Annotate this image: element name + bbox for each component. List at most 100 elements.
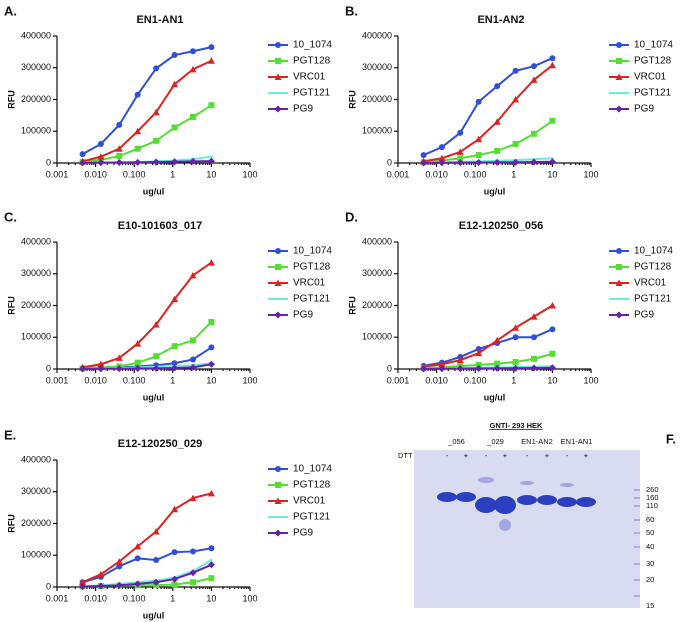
series-line xyxy=(423,64,554,163)
gel-lane-label: + xyxy=(545,451,550,460)
legend-label: PGT128 xyxy=(293,480,331,491)
point xyxy=(512,158,520,166)
gel-marker-label: 50 xyxy=(646,528,654,537)
gel-treatment: DTT xyxy=(398,451,413,460)
legend-label: 10_1074 xyxy=(293,40,332,51)
y-tick-label: 400000 xyxy=(21,30,51,40)
point xyxy=(115,558,123,565)
chart-title: E12-120250_056 xyxy=(459,220,543,232)
legend-marker xyxy=(615,105,623,113)
y-tick-label: 100000 xyxy=(362,332,392,342)
point xyxy=(420,152,427,159)
legend-label: VRC01 xyxy=(293,72,326,83)
gel-group-label: _056 xyxy=(447,437,465,446)
point xyxy=(97,360,105,368)
x-tick-label: 0.100 xyxy=(464,169,487,179)
point xyxy=(189,363,197,371)
point xyxy=(152,108,160,116)
legend-marker xyxy=(617,297,621,301)
point xyxy=(208,545,215,552)
point xyxy=(530,76,538,83)
point xyxy=(512,364,520,372)
x-tick-label: 10 xyxy=(206,375,216,385)
legend-label: PG9 xyxy=(293,528,313,539)
point xyxy=(171,581,178,588)
y-tick-label: 100000 xyxy=(21,550,51,560)
point xyxy=(530,364,538,372)
point xyxy=(475,365,483,373)
x-tick-label: 100 xyxy=(583,169,598,179)
chart-panel: D. E12-120250_056 RFU ug/ul 0 100000 200000 300… xyxy=(345,209,673,402)
gel-group-label: EN1-AN2 xyxy=(521,437,553,446)
point xyxy=(530,334,537,341)
point xyxy=(189,494,197,502)
series-line xyxy=(82,492,212,584)
point xyxy=(512,140,519,147)
legend-label: 10_1074 xyxy=(293,464,332,475)
gel-marker-label: 40 xyxy=(646,542,654,551)
point xyxy=(189,65,197,73)
point xyxy=(189,157,197,165)
point xyxy=(493,158,501,166)
series-line xyxy=(423,119,553,164)
point xyxy=(208,102,215,109)
x-axis-label: ug/ul xyxy=(143,186,165,196)
legend-marker xyxy=(275,58,281,64)
point xyxy=(549,55,556,62)
legend-marker xyxy=(276,515,280,519)
point xyxy=(494,147,501,154)
point xyxy=(97,582,105,590)
point xyxy=(134,158,142,166)
point xyxy=(116,153,123,160)
point xyxy=(189,579,196,586)
x-axis-label: ug/ul xyxy=(143,610,165,620)
legend-marker xyxy=(276,91,280,95)
legend-label: PGT128 xyxy=(293,262,331,273)
point xyxy=(152,364,160,372)
point xyxy=(512,67,519,74)
legend-label: PG9 xyxy=(293,310,313,321)
series-line xyxy=(82,104,212,164)
point xyxy=(115,159,123,167)
point xyxy=(189,271,197,279)
point xyxy=(79,583,87,591)
panel-label: D. xyxy=(345,209,358,224)
point xyxy=(208,319,215,326)
gel-marker-label: 110 xyxy=(646,501,658,510)
point xyxy=(97,570,105,578)
point xyxy=(115,365,123,373)
gel-lane-label: - xyxy=(526,451,529,460)
y-tick-label: 0 xyxy=(387,363,392,373)
point xyxy=(207,157,215,165)
point xyxy=(79,159,87,167)
point xyxy=(171,549,178,556)
legend-marker xyxy=(275,42,281,48)
gel-background xyxy=(414,450,640,608)
x-tick-label: 0.001 xyxy=(46,375,69,385)
y-tick-label: 300000 xyxy=(21,486,51,496)
x-tick-label: 100 xyxy=(583,375,598,385)
x-tick-label: 1 xyxy=(170,593,175,603)
panel-label: E. xyxy=(4,427,16,442)
point xyxy=(530,355,537,362)
point xyxy=(475,98,482,105)
ladder xyxy=(634,489,640,597)
y-tick-label: 400000 xyxy=(21,454,51,464)
gel-lane-label: + xyxy=(503,451,508,460)
y-tick-label: 100000 xyxy=(21,332,51,342)
point xyxy=(438,154,446,162)
point xyxy=(171,124,178,131)
legend-marker xyxy=(275,482,281,488)
gel-marker-label: 60 xyxy=(646,515,654,524)
point xyxy=(134,127,142,135)
point xyxy=(207,561,215,569)
chart-panel: B. EN1-AN2 RFU ug/ul 0 100000 200000 300000 4000… xyxy=(345,3,673,196)
gel-lane-label: - xyxy=(485,451,488,460)
point xyxy=(475,159,483,167)
legend-label: VRC01 xyxy=(634,278,667,289)
y-tick-label: 400000 xyxy=(362,30,392,40)
legend-label: PG9 xyxy=(634,104,654,115)
point xyxy=(456,365,464,373)
point xyxy=(420,159,428,167)
point xyxy=(189,548,196,555)
